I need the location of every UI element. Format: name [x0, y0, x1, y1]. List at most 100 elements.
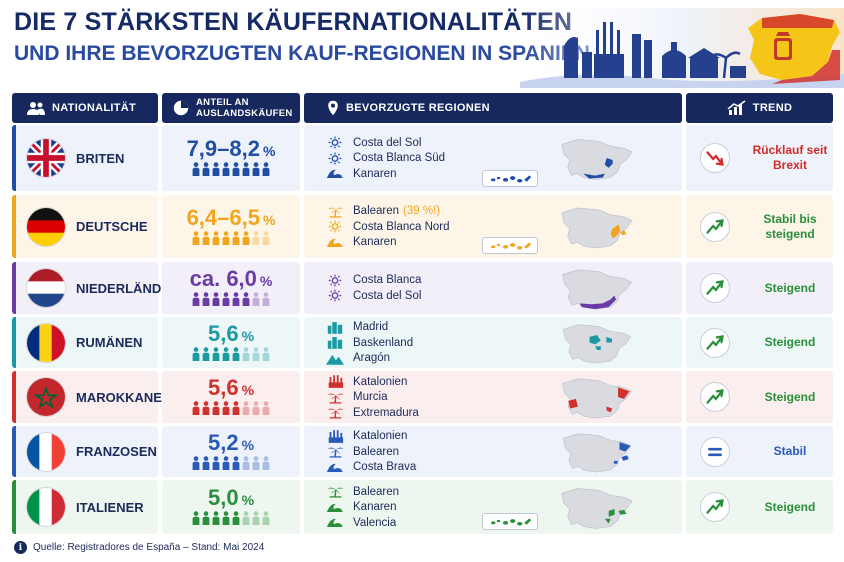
share-value: 7,9–8,2% [162, 136, 300, 162]
table-row: FRANZOSEN 5,2% Katalonien Balearen Costa Bra… [12, 426, 833, 477]
header-share: ANTEIL AN AUSLANDSKÄUFEN [162, 93, 300, 123]
person-icon [262, 401, 270, 420]
person-icon [262, 292, 270, 311]
share-unit: % [262, 211, 276, 228]
person-icon [192, 346, 200, 366]
trend-up-icon [700, 382, 730, 412]
person-icon [202, 292, 210, 311]
region-item: Costa Blanca [326, 273, 421, 289]
person-icon [242, 455, 250, 475]
spain-map [556, 265, 638, 311]
region-item: Kanaren [326, 234, 450, 250]
person-icon [252, 401, 260, 420]
share-cell: 5,0% [162, 480, 300, 534]
row-accent-bar [12, 371, 16, 423]
share-unit: % [241, 436, 255, 453]
person-icon [202, 230, 210, 250]
person-icon [212, 346, 220, 366]
share-pictogram [162, 346, 300, 366]
regions-cell: Katalonien Balearen Costa Brava [304, 426, 682, 477]
region-list: Balearen (39 %!) Costa Blanca Nord Kanaren [326, 203, 450, 250]
person-icon [222, 455, 230, 475]
table-row: NIEDERLÄNDER ca. 6,0% Costa Blanca Costa de… [12, 262, 833, 314]
share-number: 5,0 [207, 485, 239, 510]
region-label: Balearen [353, 205, 400, 217]
trend-down-icon [700, 143, 730, 173]
region-label: Madrid [353, 321, 389, 333]
share-value: 5,2% [162, 430, 300, 456]
region-item: Kanaren [326, 499, 399, 515]
region-item: Kanaren [326, 166, 445, 182]
person-icon [212, 401, 220, 420]
table-row: BRITEN 7,9–8,2% Costa del Sol Costa Blanca … [12, 125, 833, 191]
nationality-cell-briten: BRITEN [12, 125, 158, 191]
region-item: Murcia [326, 389, 419, 405]
trend-text: Steigend [764, 389, 816, 404]
header-trend-label: TREND [752, 102, 793, 114]
italy-flag [26, 487, 66, 527]
header-trend: TREND [686, 93, 833, 123]
region-item: Costa Blanca Nord [326, 219, 450, 235]
nationality-name: ITALIENER [76, 499, 144, 515]
cathedral-icon [326, 375, 344, 388]
nationality-name: MAROKKANER [76, 389, 172, 405]
wave-icon [326, 501, 344, 514]
person-icon [242, 511, 250, 530]
trend-cell: Stabil bis steigend [686, 195, 833, 258]
person-icon [262, 455, 270, 475]
table-row: MAROKKANER 5,6% Katalonien Murcia Extremadur… [12, 371, 833, 423]
palm-tree-icon [326, 205, 344, 218]
share-cell: 6,4–6,5% [162, 195, 300, 258]
region-item: Katalonien [326, 428, 416, 444]
person-icon [252, 511, 260, 530]
person-icon [252, 346, 260, 366]
trend-text: Rücklauf seit Brexit [752, 143, 828, 172]
spain-map [556, 198, 638, 255]
region-label: Murcia [353, 391, 388, 403]
share-pictogram [162, 511, 300, 530]
row-accent-bar [12, 317, 16, 368]
sun-icon [326, 274, 344, 287]
share-cell: 5,6% [162, 317, 300, 368]
share-cell: 5,2% [162, 426, 300, 477]
header-share-line2: AUSLANDSKÄUFEN [196, 108, 293, 119]
share-value: 5,0% [162, 485, 300, 511]
region-label: Kanaren [353, 167, 397, 180]
share-value: 6,4–6,5% [162, 205, 300, 231]
person-icon [242, 292, 250, 311]
nationality-cell-marokkaner: MAROKKANER [12, 371, 171, 423]
region-item: Costa Brava [326, 459, 416, 475]
person-icon [192, 511, 200, 530]
germany-flag [26, 206, 66, 247]
person-icon [222, 292, 230, 311]
spain-map [556, 429, 638, 474]
region-list: Balearen Kanaren Valencia [326, 484, 399, 531]
region-label: Aragón [353, 352, 391, 364]
location-pin-icon [328, 100, 338, 116]
region-item: Balearen [326, 484, 399, 500]
person-icon [222, 346, 230, 366]
morocco-flag [26, 377, 66, 417]
trend-cell: Stabil [686, 426, 833, 477]
header-regions: BEVORZUGTE REGIONEN [304, 93, 682, 123]
nationality-cell-franzosen: FRANZOSEN [12, 426, 158, 477]
trend-text: Steigend [764, 280, 816, 295]
row-accent-bar [12, 125, 16, 191]
person-icon [192, 292, 200, 311]
person-icon [232, 455, 240, 475]
share-value: 5,6% [162, 375, 300, 401]
region-item: Aragón [326, 350, 413, 366]
mountain-icon [326, 352, 344, 365]
person-icon [212, 511, 220, 530]
trend-cell: Steigend [686, 480, 833, 534]
source-note: i Quelle: Registradores de España – Stan… [14, 541, 264, 554]
person-icon [192, 401, 200, 420]
stable-icon [700, 436, 730, 467]
source-text: Quelle: Registradores de España – Stand:… [33, 542, 265, 553]
region-label: Katalonien [353, 375, 408, 388]
person-icon [222, 230, 230, 250]
regions-cell: Costa Blanca Costa del Sol [304, 262, 682, 314]
region-note: (39 %!) [403, 205, 441, 217]
share-value: ca. 6,0% [162, 266, 300, 292]
canary-islands-inset [482, 170, 538, 187]
